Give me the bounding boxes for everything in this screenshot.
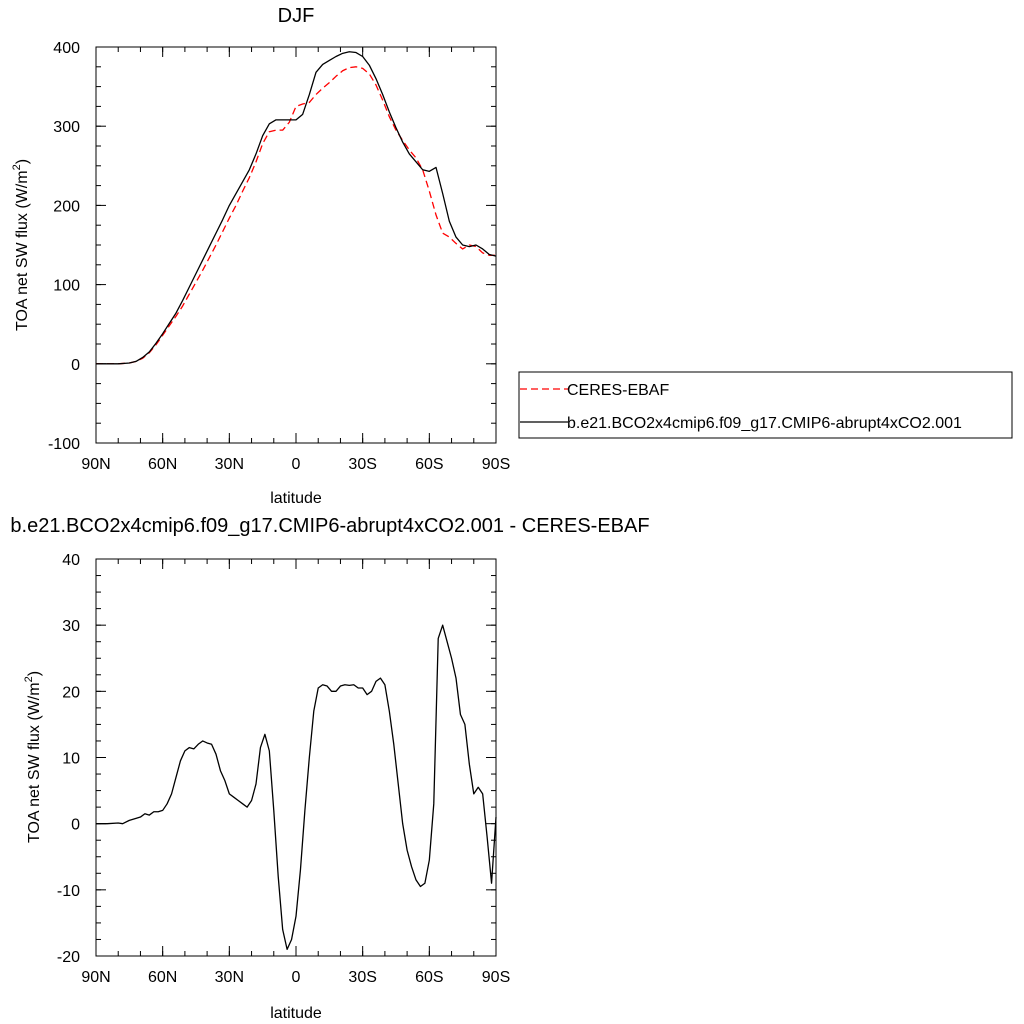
bottom-y-tick-label: 10 xyxy=(62,751,80,768)
legend-box xyxy=(518,371,1013,439)
bottom-panel-title: b.e21.BCO2x4cmip6.f09_g17.CMIP6-abrupt4x… xyxy=(10,515,649,537)
legend-label-model: b.e21.BCO2x4cmip6.f09_g17.CMIP6-abrupt4x… xyxy=(567,415,962,432)
top-series-group xyxy=(96,51,497,365)
bottom-y-axis-label-sup: 2 xyxy=(23,676,35,682)
top-y-tick-label: 100 xyxy=(53,278,80,295)
top-series-line-1 xyxy=(96,51,497,365)
top-series-line-0 xyxy=(96,66,496,365)
top-axes-ticks: 90N 60N 30N 0 30S 60S 90S -100 0 100 200 300 400 xyxy=(48,40,510,473)
bottom-x-tick-label: 60N xyxy=(148,969,177,986)
legend-label-ceres: CERES-EBAF xyxy=(567,382,669,399)
bottom-x-tick-label: 90S xyxy=(482,969,510,986)
top-y-axis-label-close: ) xyxy=(14,159,31,164)
top-y-axis-label: TOA net SW flux (W/m2) xyxy=(11,159,31,331)
bottom-x-tick-label: 0 xyxy=(292,969,301,986)
top-x-tick-label: 0 xyxy=(292,456,301,473)
bottom-series-line-0 xyxy=(96,624,497,951)
top-x-tick-label: 30N xyxy=(215,456,244,473)
top-x-tick-label: 90S xyxy=(482,456,510,473)
bottom-x-tick-label: 90N xyxy=(81,969,110,986)
top-y-tick-label: 200 xyxy=(53,198,80,215)
bottom-x-axis-label: latitude xyxy=(270,1005,322,1022)
bottom-x-tick-label: 30S xyxy=(348,969,376,986)
top-y-axis-label-main: TOA net SW flux (W/m xyxy=(14,170,31,331)
bottom-y-tick-label: 30 xyxy=(62,618,80,635)
bottom-y-tick-label: -10 xyxy=(57,883,80,900)
bottom-x-tick-label: 30N xyxy=(215,969,244,986)
bottom-series-group xyxy=(96,624,497,951)
top-y-axis-label-sup: 2 xyxy=(11,164,23,170)
bottom-y-axis-label-main: TOA net SW flux (W/m xyxy=(26,682,43,843)
top-x-tick-label: 30S xyxy=(348,456,376,473)
top-y-tick-label: 0 xyxy=(71,357,80,374)
top-x-axis-label: latitude xyxy=(270,490,322,507)
bottom-y-axis-label: TOA net SW flux (W/m2) xyxy=(23,671,43,843)
top-plot-frame xyxy=(95,46,497,444)
top-x-tick-label: 60S xyxy=(415,456,443,473)
bottom-panel: b.e21.BCO2x4cmip6.f09_g17.CMIP6-abrupt4x… xyxy=(10,515,649,1022)
bottom-y-tick-label: 40 xyxy=(62,552,80,569)
chart-legend: CERES-EBAF b.e21.BCO2x4cmip6.f09_g17.CMI… xyxy=(518,371,1013,439)
bottom-y-tick-label: -20 xyxy=(57,949,80,966)
bottom-y-tick-label: 0 xyxy=(71,817,80,834)
top-panel-title: DJF xyxy=(278,5,315,27)
top-y-tick-label: -100 xyxy=(48,436,80,453)
bottom-y-tick-label: 20 xyxy=(62,684,80,701)
top-y-tick-label: 300 xyxy=(53,119,80,136)
bottom-plot-frame xyxy=(95,558,497,957)
top-x-tick-label: 60N xyxy=(148,456,177,473)
top-y-tick-label: 400 xyxy=(53,40,80,57)
bottom-y-axis-label-close: ) xyxy=(26,671,43,676)
top-x-tick-label: 90N xyxy=(81,456,110,473)
bottom-axes-ticks: 90N 60N 30N 0 30S 60S 90S -20 -10 0 10 20 30 40 xyxy=(57,552,510,986)
bottom-x-tick-label: 60S xyxy=(415,969,443,986)
top-panel: DJF 90N 60N 30N 0 30S 60S 90S -100 0 100 200 300 400… xyxy=(11,5,510,507)
